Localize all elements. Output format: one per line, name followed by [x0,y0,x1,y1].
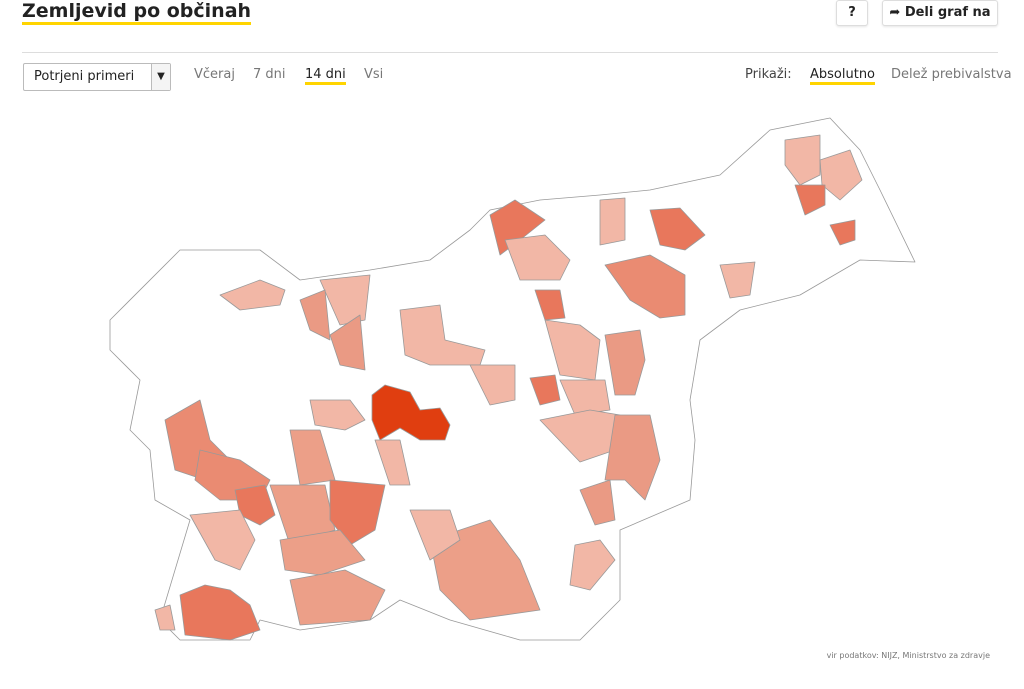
source: vir podatkov: NIJZ, Ministrstvo za zdrav… [826,651,990,660]
municipality [329,479,386,546]
municipality [719,261,756,299]
municipality [599,197,626,246]
share-label: Deli graf na [904,5,991,20]
municipality [279,529,366,576]
municipality [179,584,261,641]
municipality [374,439,411,486]
municipality [289,569,386,626]
select-arrow: ▼ [151,64,170,90]
municipality [784,134,821,186]
tab[interactable]: Vsi [364,67,384,82]
municipality [504,234,571,281]
municipality [794,184,826,216]
tab-active[interactable]: 14 dni [305,67,346,85]
municipality [409,509,461,561]
municipality [604,254,686,319]
municipality [299,289,331,341]
metric-select[interactable]: Potrjeni primeri ▼ [23,63,171,91]
municipality [429,519,541,621]
municipality [569,539,616,591]
municipality [399,304,486,366]
divider [22,52,998,53]
municipality [189,509,256,571]
municipality [544,319,601,381]
municipality [319,274,371,326]
municipality [604,414,661,501]
municipality [289,429,336,486]
municipality [309,399,366,431]
municipality [649,207,706,251]
municipality [559,379,611,416]
share-icon: ➦ [889,5,905,20]
show-option-active[interactable]: Absolutno [810,67,876,85]
municipality [154,604,176,631]
title: Zemljevid po občinah [22,0,252,25]
select-label: Potrjeni primeri [34,69,135,84]
municipality [489,199,546,256]
show-label: Prikaži: [745,67,792,82]
tab[interactable]: Včeraj [194,67,235,82]
share-button[interactable]: ➦ Deli graf na [882,0,998,26]
show-option[interactable]: Delež prebivalstva [891,67,1012,82]
municipality [529,374,561,406]
municipality [219,279,286,311]
municipality [371,384,451,441]
help-button[interactable]: ? [836,0,868,26]
municipality [329,314,366,371]
municipality [829,219,856,246]
municipality [469,364,516,406]
municipality [534,289,566,321]
municipality [269,484,336,546]
map [109,117,916,641]
municipality [604,329,646,396]
municipality [579,479,616,526]
tab[interactable]: 7 dni [253,67,286,82]
municipality [819,149,863,201]
